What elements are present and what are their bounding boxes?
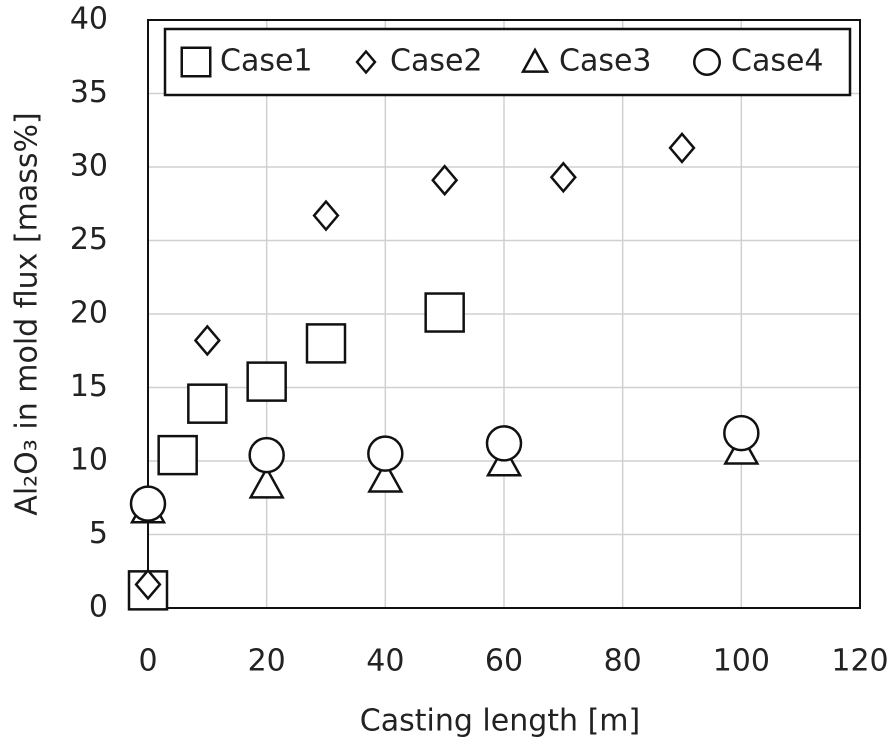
marker-diamond <box>549 161 577 194</box>
marker-circle <box>248 436 285 474</box>
marker-circle <box>723 414 760 452</box>
y-tick-label: 20 <box>70 296 108 331</box>
legend-label: Case1 <box>220 44 313 79</box>
y-tick-label: 35 <box>70 75 108 110</box>
x-tick-label: 40 <box>366 644 404 679</box>
marker-circle <box>485 425 523 462</box>
marker-circle <box>367 435 404 472</box>
y-tick-label: 15 <box>70 369 108 404</box>
legend-label: Case4 <box>731 44 824 79</box>
y-tick-label: 30 <box>70 149 108 184</box>
marker-square <box>187 383 228 424</box>
y-tick-label: 40 <box>70 2 108 37</box>
marker-triangle <box>248 465 285 499</box>
marker-square <box>305 323 347 364</box>
y-tick-label: 25 <box>70 222 108 257</box>
legend-label: Case2 <box>390 44 483 79</box>
x-axis-label: Casting length [m] <box>360 704 640 739</box>
marker-square <box>246 361 287 402</box>
y-tick-label: 10 <box>70 443 108 478</box>
legend-marker <box>355 49 377 75</box>
x-tick-label: 120 <box>831 644 888 679</box>
x-tick-label: 0 <box>138 644 157 679</box>
marker-square <box>424 292 465 333</box>
x-tick-label: 60 <box>485 644 523 679</box>
marker-square <box>157 434 198 476</box>
marker-diamond <box>134 568 162 601</box>
plot-frame <box>147 19 861 609</box>
marker-circle <box>129 485 167 522</box>
y-tick-label: 5 <box>89 516 108 551</box>
marker-diamond <box>193 324 221 357</box>
marker-diamond <box>312 199 340 232</box>
x-tick-label: 20 <box>248 644 286 679</box>
marker-diamond <box>431 164 459 197</box>
legend-marker <box>693 48 721 76</box>
x-tick-label: 100 <box>713 644 770 679</box>
legend-label: Case3 <box>559 44 652 79</box>
legend-marker <box>180 46 212 78</box>
marker-triangle <box>367 460 404 493</box>
y-axis-label: Al₂O₃ in mold flux [mass%] <box>10 112 45 515</box>
y-tick-label: 0 <box>89 590 108 625</box>
legend-marker <box>520 47 550 73</box>
x-tick-label: 80 <box>604 644 642 679</box>
legend-box <box>163 27 852 97</box>
marker-diamond <box>668 131 696 164</box>
